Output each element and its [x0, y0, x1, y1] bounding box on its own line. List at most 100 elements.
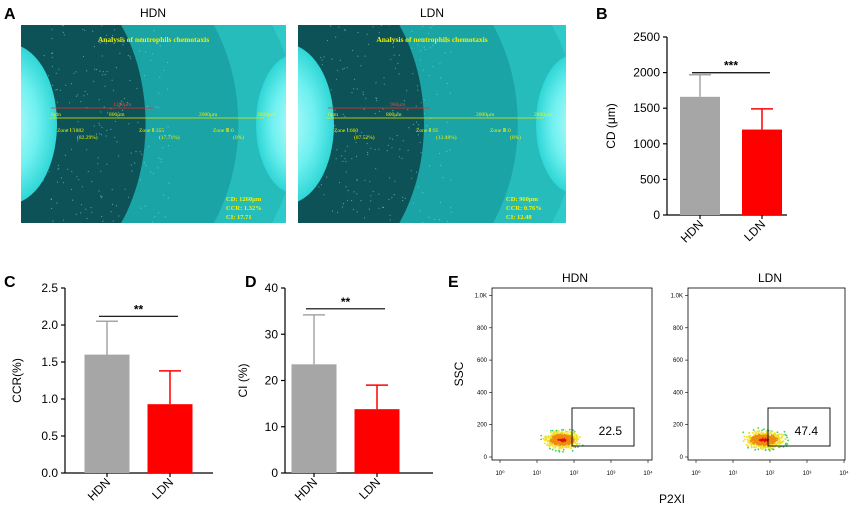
event-dot — [784, 438, 786, 440]
cell-speck — [337, 69, 339, 71]
event-dot — [754, 439, 757, 441]
gate-box — [767, 407, 831, 447]
y-tick-label: 2500 — [633, 30, 660, 44]
cell-speck — [336, 149, 338, 151]
cell-speck — [81, 186, 83, 188]
event-dot — [560, 443, 563, 446]
cell-speck — [346, 67, 348, 69]
cell-speck — [342, 113, 344, 115]
cell-speck — [419, 59, 421, 61]
bar — [84, 354, 130, 473]
cell-speck — [446, 150, 448, 152]
cell-speck — [102, 220, 104, 222]
cell-speck — [97, 157, 99, 159]
cell-speck — [356, 211, 358, 213]
cell-speck — [106, 129, 108, 131]
event-dot — [755, 444, 758, 447]
cell-speck — [126, 101, 128, 104]
distance-mark: 2000μm — [476, 112, 495, 118]
cell-speck — [387, 144, 389, 146]
cell-speck — [63, 34, 65, 36]
cell-speck — [341, 155, 343, 157]
event-dot — [548, 444, 550, 447]
significance-marker: *** — [724, 59, 738, 73]
cell-speck — [341, 206, 344, 208]
cell-speck — [153, 30, 155, 32]
cell-speck — [157, 212, 160, 214]
micrograph-label: LDN — [420, 6, 444, 20]
event-dot — [564, 430, 567, 433]
cell-speck — [120, 103, 122, 106]
cell-speck — [378, 32, 380, 34]
cell-speck — [419, 210, 421, 212]
event-dot — [575, 435, 578, 437]
event-dot — [544, 442, 546, 445]
event-dot — [772, 439, 775, 442]
cell-speck — [411, 30, 413, 33]
event-dot — [563, 434, 566, 437]
cell-speck — [100, 134, 102, 136]
cell-speck — [136, 87, 138, 89]
cell-speck — [343, 67, 345, 69]
zone-percent: (12.48%) — [436, 134, 457, 141]
event-dot — [553, 447, 555, 449]
cell-speck — [99, 133, 101, 135]
cell-speck — [146, 106, 148, 108]
event-dot — [771, 442, 774, 444]
cell-speck — [450, 51, 452, 53]
cell-speck — [77, 140, 79, 142]
cell-speck — [402, 140, 404, 142]
cell-speck — [51, 207, 53, 209]
cell-speck — [77, 121, 79, 123]
event-dot — [562, 428, 565, 431]
cell-speck — [72, 127, 74, 129]
cell-speck — [51, 28, 53, 30]
panel-label-a: A — [4, 6, 16, 23]
cell-speck — [164, 216, 166, 218]
event-dot — [782, 440, 785, 442]
panel-label-d: D — [245, 274, 257, 291]
cell-speck — [388, 177, 391, 179]
event-dot — [558, 449, 560, 452]
event-dot — [761, 439, 764, 441]
cell-speck — [420, 152, 422, 154]
bar — [354, 409, 400, 473]
cell-speck — [436, 93, 438, 95]
micrograph-stat: CCR: 0.76% — [506, 205, 542, 212]
cell-speck — [162, 147, 164, 149]
cell-speck — [398, 73, 400, 75]
cell-speck — [51, 52, 53, 55]
event-dot — [548, 441, 551, 443]
cell-speck — [403, 100, 405, 102]
cell-speck — [423, 99, 425, 101]
cell-speck — [366, 142, 368, 145]
cell-speck — [129, 55, 131, 57]
cell-speck — [101, 215, 103, 218]
cell-speck — [52, 84, 54, 86]
event-dot — [568, 442, 571, 445]
event-dot — [781, 440, 783, 443]
event-dot — [772, 436, 774, 438]
event-dot — [560, 440, 563, 442]
event-dot — [754, 448, 757, 451]
event-dot — [776, 437, 779, 440]
cell-speck — [357, 31, 359, 34]
cell-speck — [106, 163, 108, 165]
micrograph-stat: CCR: 1.32% — [226, 205, 262, 212]
cell-speck — [344, 115, 346, 118]
cell-speck — [391, 147, 393, 149]
bar-chart-cd: 0 500 1000 1500 2000 2500 CD (μm) HDN LDN *** — [604, 30, 787, 246]
cell-speck — [85, 208, 87, 210]
x-tick-label: 10⁴ — [643, 470, 653, 477]
cell-speck — [375, 82, 377, 84]
cell-speck — [84, 90, 86, 92]
cell-speck — [378, 110, 381, 112]
event-dot — [576, 436, 578, 439]
event-dot — [549, 439, 552, 442]
event-dot — [774, 442, 777, 445]
event-dot — [764, 435, 766, 438]
event-dot — [554, 446, 557, 449]
cell-speck — [337, 211, 339, 213]
cell-speck — [362, 91, 364, 93]
event-dot — [762, 446, 765, 448]
